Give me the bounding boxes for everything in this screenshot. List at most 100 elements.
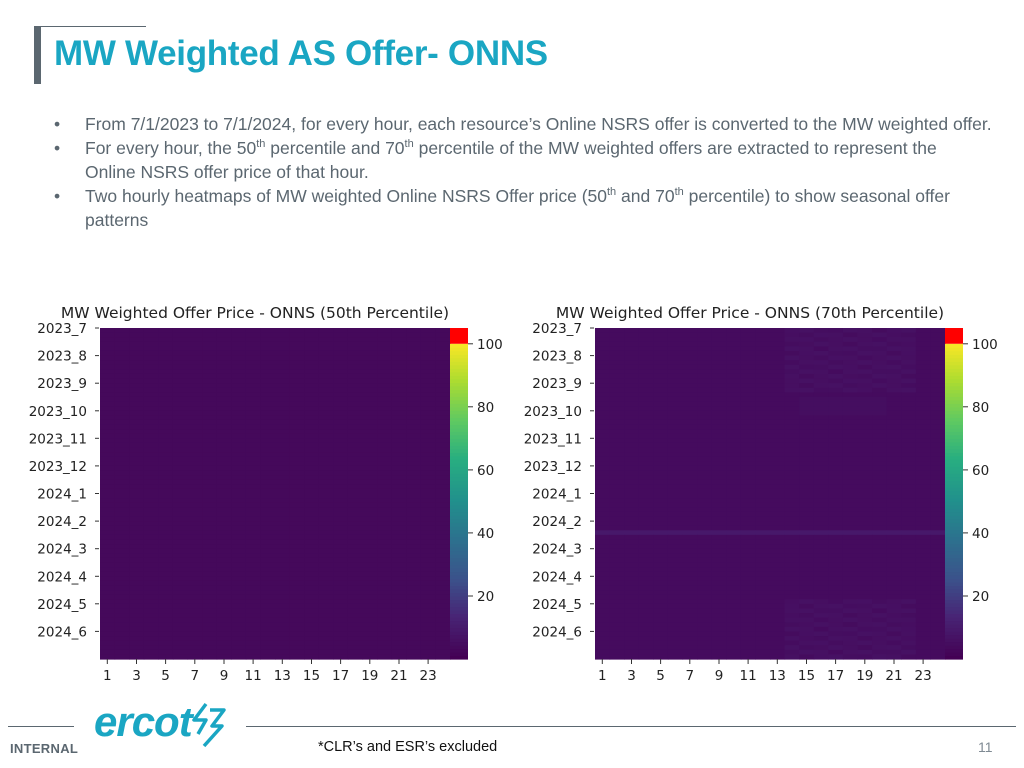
heatmap-cell (697, 465, 713, 472)
heatmap-cell (799, 456, 815, 462)
heatmap-cell (333, 465, 349, 472)
heatmap-cell (333, 530, 349, 536)
heatmap-cell (828, 521, 844, 527)
heatmap-cell (202, 442, 218, 449)
heatmap-cell (930, 585, 946, 591)
heatmap-cell (158, 622, 174, 628)
heatmap-cell (872, 553, 888, 559)
heatmap-cell (333, 631, 349, 637)
heatmap-cell (216, 360, 232, 366)
heatmap-cell (857, 442, 873, 449)
heatmap-cell (216, 608, 232, 614)
heatmap-cell (187, 438, 203, 444)
heatmap-cell (770, 534, 786, 541)
heatmap-cell (930, 401, 946, 407)
heatmap-cell (857, 493, 873, 499)
heatmap-cell (435, 502, 451, 508)
heatmap-cell (333, 341, 349, 347)
heatmap-cell (697, 479, 713, 485)
heatmap-cell (799, 332, 815, 338)
heatmap-cell (187, 461, 203, 467)
heatmap-cell (129, 433, 145, 439)
heatmap-cell (129, 534, 145, 541)
heatmap-cell (187, 475, 203, 481)
heatmap-cell (711, 373, 727, 380)
heatmap-cell (362, 415, 378, 421)
heatmap-cell (755, 562, 771, 568)
heatmap-cell (347, 328, 364, 334)
heatmap-cell (828, 406, 844, 412)
heatmap-cell (813, 544, 829, 550)
heatmap-cell (813, 415, 829, 421)
heatmap-cell (697, 511, 713, 518)
heatmap-cell (930, 521, 946, 527)
heatmap-cell (609, 442, 625, 449)
heatmap-cell (391, 438, 407, 444)
heatmap-cell (886, 511, 902, 518)
heatmap-cell (129, 461, 145, 467)
heatmap-cell (726, 447, 742, 453)
heatmap-cell (930, 539, 946, 545)
heatmap-cell (391, 383, 407, 389)
heatmap-cell (740, 544, 757, 550)
heatmap-cell (187, 447, 203, 453)
heatmap-cell (726, 355, 742, 361)
heatmap-cell (391, 350, 407, 357)
heatmap-cell (886, 571, 902, 577)
heatmap-cell (813, 576, 829, 582)
heatmap-cell (114, 622, 130, 628)
heatmap-cell (406, 553, 422, 559)
heatmap-cell (172, 502, 189, 508)
heatmap-cell (886, 562, 902, 568)
heatmap-cell (391, 419, 407, 426)
heatmap-cell (667, 493, 684, 499)
heatmap-cell (726, 484, 742, 490)
heatmap-cell (842, 539, 859, 545)
heatmap-cell (711, 452, 727, 458)
heatmap-cell (595, 548, 611, 554)
heatmap-cell (624, 539, 640, 545)
heatmap-cell (609, 396, 625, 403)
heatmap-cell (595, 626, 611, 633)
heatmap-cell (726, 525, 742, 531)
heatmap-cell (726, 332, 742, 338)
heatmap-cell (362, 387, 378, 393)
heatmap-cell (624, 373, 640, 380)
heatmap-cell (231, 521, 247, 527)
heatmap-cell (406, 599, 422, 605)
heatmap-cell (595, 622, 611, 628)
heatmap-cell (813, 603, 829, 610)
heatmap-cell (187, 332, 203, 338)
heatmap-cell (711, 341, 727, 347)
y-tick-label: 2024_6 (37, 624, 87, 640)
heatmap-cell (828, 383, 844, 389)
heatmap-cell (362, 502, 378, 508)
heatmap-cell (100, 396, 116, 403)
heatmap-cell (202, 493, 218, 499)
heatmap-cell (333, 539, 349, 545)
heatmap-cell (638, 645, 654, 651)
heatmap-cell (172, 410, 189, 416)
heatmap-cell (799, 341, 815, 347)
heatmap-cell (682, 328, 698, 334)
heatmap-cell (202, 530, 218, 536)
heatmap-cell (711, 350, 727, 357)
heatmap-cell (245, 341, 262, 347)
heatmap-cell (930, 557, 946, 564)
heatmap-cell (842, 378, 859, 384)
heatmap-cell (245, 594, 262, 600)
heatmap-cell (172, 337, 189, 343)
heatmap-cell (304, 392, 320, 398)
heatmap-cell (886, 594, 902, 600)
heatmap-cell (114, 479, 130, 485)
heatmap-cell (245, 475, 262, 481)
heatmap-cell (347, 488, 364, 495)
heatmap-cell (595, 447, 611, 453)
heatmap-cell (172, 452, 189, 458)
heatmap-cell (667, 479, 684, 485)
heatmap-cell (697, 406, 713, 412)
heatmap-cell (231, 447, 247, 453)
heatmap-cell (842, 590, 859, 596)
heatmap-cell (609, 461, 625, 467)
heatmap-cell (391, 576, 407, 582)
